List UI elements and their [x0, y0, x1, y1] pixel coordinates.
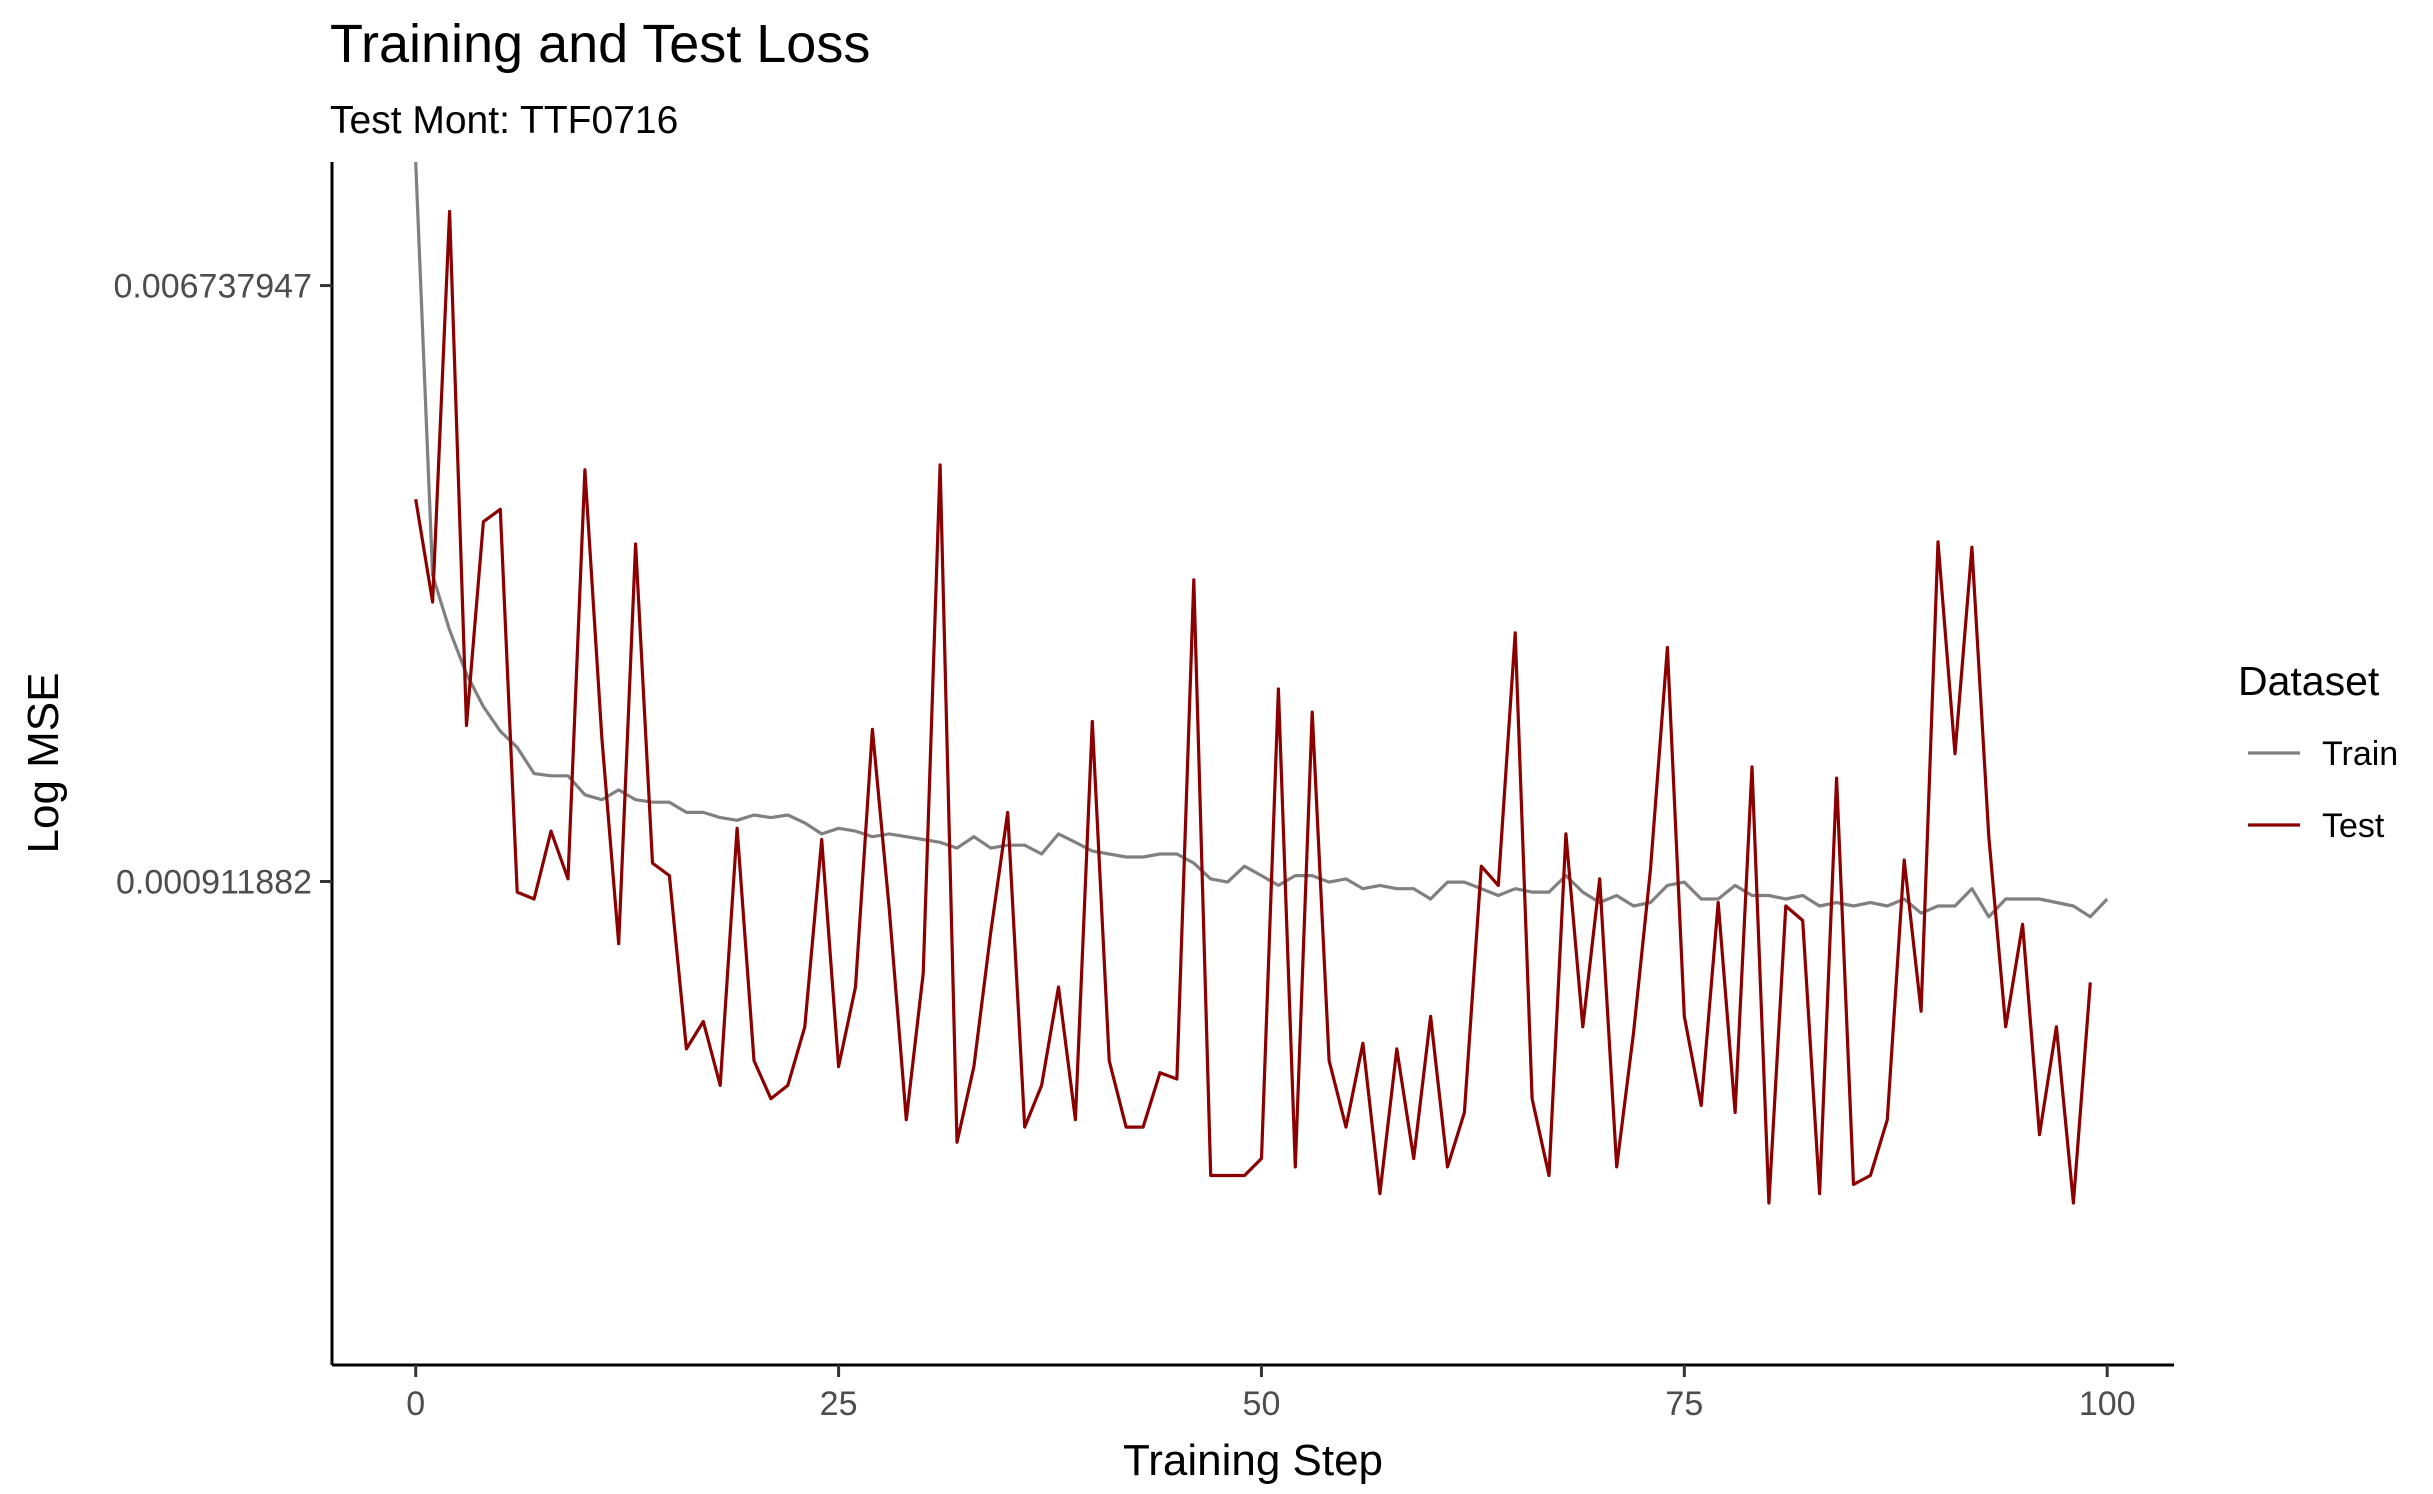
legend-label-train: Train: [2322, 735, 2398, 773]
series-line-test: [414, 209, 2092, 1205]
y-tick-label: 0.000911882: [116, 864, 312, 902]
x-tick-label: 100: [2079, 1385, 2136, 1423]
series-line-train: [414, 161, 2109, 919]
series-test: [414, 209, 2092, 1205]
x-tick-label: 50: [1243, 1385, 1281, 1423]
chart-title: Training and Test Loss: [330, 14, 870, 74]
legend-label-test: Test: [2322, 807, 2385, 845]
y-axis-ticks: 0.006737947 0.000911882: [113, 268, 332, 902]
y-tick-label: 0.006737947: [113, 268, 312, 306]
series-train: [414, 161, 2109, 919]
legend-title: Dataset: [2238, 658, 2380, 704]
y-axis-title: Log MSE: [19, 673, 68, 854]
legend: Dataset Train Test: [2238, 658, 2398, 845]
x-tick-label: 25: [820, 1385, 858, 1423]
x-tick-label: 0: [406, 1385, 425, 1423]
chart-subtitle: Test Mont: TTF0716: [330, 99, 678, 142]
x-axis-ticks: 0 25 50 75 100: [406, 1365, 2136, 1423]
plot-area: [414, 161, 2109, 1205]
x-tick-label: 75: [1665, 1385, 1703, 1423]
x-axis-title: Training Step: [1123, 1436, 1383, 1485]
